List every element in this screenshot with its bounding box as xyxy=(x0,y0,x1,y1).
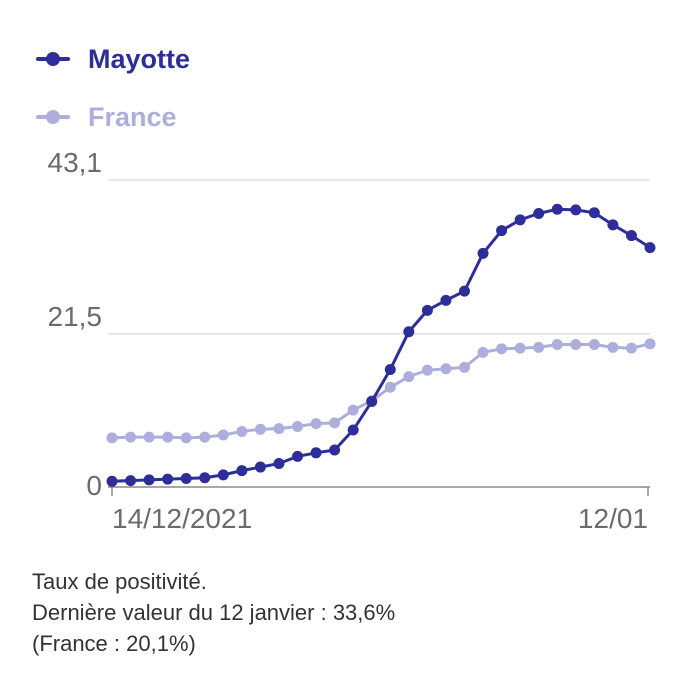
point-mayotte-23 xyxy=(533,207,545,219)
x-tick-label-start: 14/12/2021 xyxy=(112,503,252,534)
point-france-10 xyxy=(292,420,304,432)
point-france-22 xyxy=(514,342,526,354)
point-mayotte-28 xyxy=(625,230,637,242)
point-mayotte-26 xyxy=(588,207,600,219)
caption-line-france-value: (France : 20,1%) xyxy=(32,631,196,656)
chart-caption: Taux de positivité. Dernière valeur du 1… xyxy=(32,566,395,659)
point-mayotte-24 xyxy=(551,203,563,215)
point-mayotte-14 xyxy=(366,396,378,408)
legend-label-mayotte: Mayotte xyxy=(88,43,191,74)
point-mayotte-3 xyxy=(162,473,174,485)
x-tick-label-end: 12/01 xyxy=(578,503,648,534)
legend-label-france: France xyxy=(88,101,177,132)
point-mayotte-11 xyxy=(310,447,322,459)
y-tick-label-0: 0 xyxy=(86,470,102,501)
point-france-19 xyxy=(458,361,470,373)
y-tick-label-1: 21,5 xyxy=(48,301,103,332)
point-france-16 xyxy=(403,371,415,383)
point-france-0 xyxy=(106,432,118,444)
point-france-26 xyxy=(588,339,600,351)
chart-legend: Mayotte France xyxy=(36,30,190,146)
point-mayotte-13 xyxy=(347,424,359,436)
point-mayotte-2 xyxy=(143,474,155,486)
point-france-28 xyxy=(625,342,637,354)
caption-line-last-value: Dernière valeur du 12 janvier : 33,6% xyxy=(32,600,396,625)
point-france-1 xyxy=(125,431,137,443)
point-france-24 xyxy=(551,339,563,351)
legend-item-mayotte[interactable]: Mayotte xyxy=(36,30,190,88)
point-france-29 xyxy=(644,338,656,350)
point-france-18 xyxy=(440,363,452,375)
point-mayotte-7 xyxy=(236,465,248,477)
point-mayotte-5 xyxy=(199,472,211,484)
point-france-6 xyxy=(217,429,229,441)
point-mayotte-19 xyxy=(458,285,470,297)
point-mayotte-4 xyxy=(180,472,192,484)
point-france-15 xyxy=(384,381,396,393)
point-mayotte-1 xyxy=(125,475,137,487)
point-mayotte-6 xyxy=(217,469,229,481)
point-france-17 xyxy=(421,364,433,376)
point-mayotte-17 xyxy=(421,304,433,316)
legend-item-france[interactable]: France xyxy=(36,88,190,146)
line-chart: 0 21,5 43,1 14/12/2021 12/01 xyxy=(48,147,656,534)
point-france-23 xyxy=(533,341,545,353)
point-mayotte-29 xyxy=(644,242,656,254)
point-mayotte-15 xyxy=(384,363,396,375)
point-mayotte-20 xyxy=(477,247,489,259)
point-mayotte-10 xyxy=(292,450,304,462)
point-mayotte-8 xyxy=(254,461,266,473)
point-mayotte-18 xyxy=(440,294,452,306)
point-mayotte-25 xyxy=(570,204,582,216)
point-france-8 xyxy=(254,423,266,435)
point-france-27 xyxy=(607,341,619,353)
point-france-3 xyxy=(162,431,174,443)
point-mayotte-9 xyxy=(273,457,285,469)
point-france-25 xyxy=(570,339,582,351)
point-france-5 xyxy=(199,431,211,443)
series-line-france xyxy=(111,342,651,440)
point-france-2 xyxy=(143,431,155,443)
point-france-20 xyxy=(477,346,489,358)
point-mayotte-12 xyxy=(329,444,341,456)
y-tick-label-2: 43,1 xyxy=(48,147,103,178)
legend-marker-mayotte-icon xyxy=(36,47,70,71)
point-france-9 xyxy=(273,423,285,435)
point-france-21 xyxy=(496,343,508,355)
point-france-12 xyxy=(329,417,341,429)
point-mayotte-27 xyxy=(607,219,619,231)
point-france-11 xyxy=(310,418,322,430)
point-mayotte-0 xyxy=(106,475,118,487)
point-mayotte-21 xyxy=(496,225,508,237)
caption-line-title: Taux de positivité. xyxy=(32,569,207,594)
point-france-4 xyxy=(180,432,192,444)
point-france-13 xyxy=(347,404,359,416)
legend-marker-france-icon xyxy=(36,105,70,129)
point-france-7 xyxy=(236,425,248,437)
point-mayotte-16 xyxy=(403,326,415,338)
point-mayotte-22 xyxy=(514,214,526,226)
